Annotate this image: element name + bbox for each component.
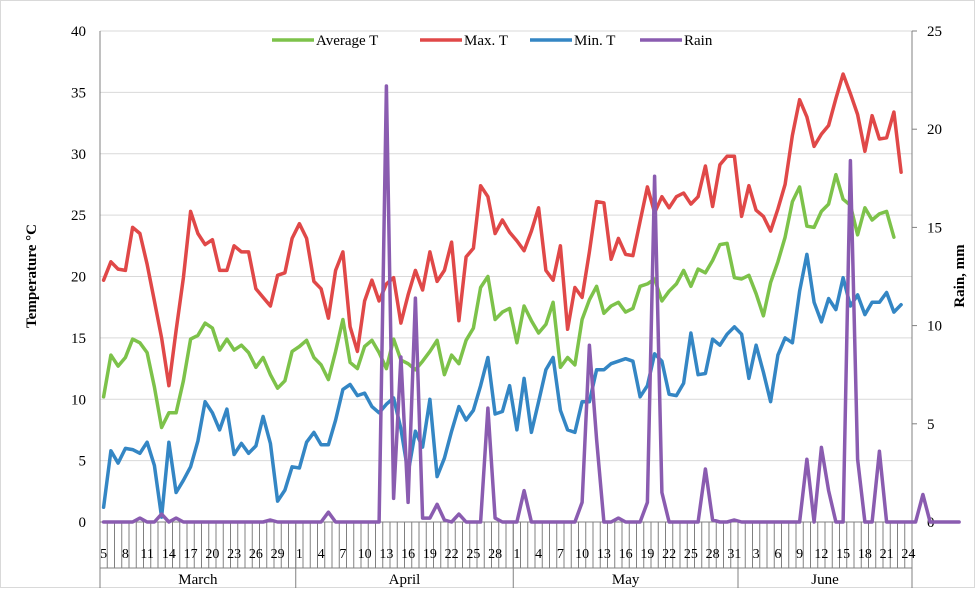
x-tick-label: 1 [296,547,303,562]
legend-label: Max. T [464,33,508,49]
x-tick-label: 13 [597,547,611,562]
legend-label: Average T [316,33,378,49]
y-left-tick-label: 15 [71,331,86,347]
x-tick-label: 20 [205,547,219,562]
month-label: March [178,572,218,588]
x-tick-label: 26 [249,547,263,562]
y-left-tick-label: 10 [71,392,86,408]
x-tick-label: 19 [640,547,654,562]
x-tick-label: 31 [727,547,741,562]
month-label: April [389,572,421,588]
y-left-tick-label: 40 [71,24,86,40]
y-right-tick-label: 25 [927,24,942,40]
x-tick-label: 12 [814,547,828,562]
series-line-max-t [101,72,903,388]
month-label: May [612,572,640,588]
month-label: June [811,572,839,588]
series-line-min-t [101,252,903,519]
x-tick-label: 14 [162,547,176,562]
x-tick-label: 4 [318,547,325,562]
series-line-rain [101,84,961,524]
y-left-tick-label: 5 [79,454,87,470]
y-left-tick-label: 20 [71,270,86,286]
x-tick-label: 10 [575,547,589,562]
y-right-tick-label: 10 [927,319,942,335]
x-tick-label: 25 [684,547,698,562]
x-tick-label: 28 [706,547,720,562]
x-tick-label: 9 [796,547,803,562]
x-tick-label: 11 [140,547,153,562]
y-right-tick-label: 5 [927,417,935,433]
x-tick-label: 28 [488,547,502,562]
x-tick-label: 7 [339,547,346,562]
x-tick-label: 29 [271,547,285,562]
y-right-tick-label: 20 [927,122,942,138]
y-left-tick-label: 25 [71,208,86,224]
x-tick-label: 15 [836,547,850,562]
legend: Average T Max. T Min. T Rain [272,33,713,49]
series-lines [101,72,961,524]
x-tick-label: 10 [358,547,372,562]
x-tick-label: 23 [227,547,241,562]
x-tick-label: 13 [379,547,393,562]
legend-label: Rain [684,33,713,49]
x-tick-label: 25 [466,547,480,562]
y-left-tick-label: 30 [71,147,86,163]
x-tick-label: 6 [774,547,781,562]
x-tick-label: 1 [513,547,520,562]
gridlines [100,30,912,462]
x-tick-label: 22 [445,547,459,562]
y-right-tick-label: 15 [927,220,942,236]
x-tick-label: 5 [100,547,107,562]
x-tick-label: 16 [619,547,633,562]
x-tick-label: 4 [535,547,542,562]
x-tick-label: 19 [423,547,437,562]
legend-label: Min. T [574,33,615,49]
y-axis-left-title: Temperature °C [24,224,40,328]
x-tick-label: 22 [662,547,676,562]
x-tick-label: 24 [901,547,915,562]
x-tick-label: 18 [858,547,872,562]
x-tick-label: 7 [557,547,564,562]
y-left-tick-label: 35 [71,85,86,101]
x-tick-label: 21 [880,547,894,562]
x-tick-label: 3 [753,547,760,562]
y-axis-right-title: Rain, mm [952,244,968,308]
series-line-average-t [101,172,896,430]
x-tick-label: 8 [122,547,129,562]
y-left-tick-label: 0 [79,515,87,531]
x-tick-label: 17 [184,547,198,562]
x-tick-label: 16 [401,547,415,562]
